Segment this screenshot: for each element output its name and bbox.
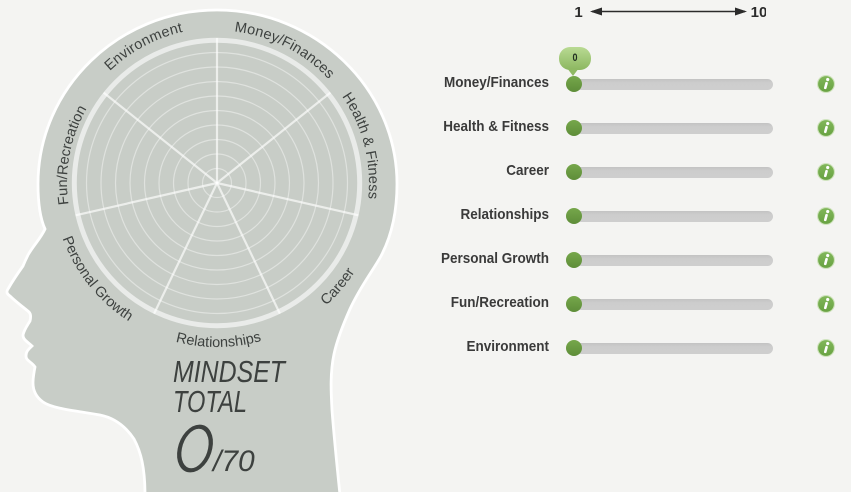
svg-text:/70: /70 — [211, 445, 255, 478]
svg-text:Relationships: Relationships — [175, 329, 263, 351]
svg-text:1: 1 — [574, 4, 582, 21]
svg-text:TOTAL: TOTAL — [173, 384, 247, 419]
svg-text:10: 10 — [751, 4, 766, 21]
svg-text:MINDSET: MINDSET — [173, 354, 287, 389]
